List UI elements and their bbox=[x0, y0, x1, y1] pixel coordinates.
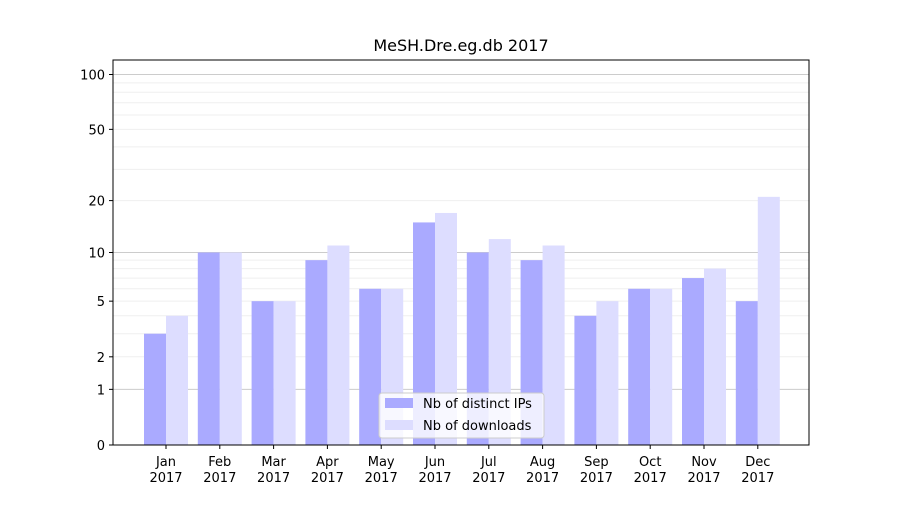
y-tick-label: 0 bbox=[97, 439, 105, 454]
x-tick-label-year: 2017 bbox=[687, 471, 720, 486]
bar-downloads bbox=[542, 245, 565, 445]
x-tick-label-month: Jan bbox=[155, 455, 176, 470]
bar-downloads bbox=[327, 245, 350, 445]
x-tick-label-year: 2017 bbox=[526, 471, 559, 486]
x-tick-label-month: Sep bbox=[584, 455, 609, 470]
x-tick-label-month: Aug bbox=[530, 455, 555, 470]
bar-distinct-ips bbox=[144, 333, 166, 445]
bar-distinct-ips bbox=[574, 315, 597, 445]
y-tick-label: 20 bbox=[88, 195, 105, 210]
bar-distinct-ips bbox=[682, 278, 704, 445]
legend-label-ips: Nb of distinct IPs bbox=[423, 397, 532, 412]
y-tick-label: 10 bbox=[88, 247, 105, 262]
bar-downloads bbox=[704, 268, 726, 445]
x-tick-label-year: 2017 bbox=[257, 471, 290, 486]
x-tick-label-month: Nov bbox=[691, 455, 717, 470]
x-tick-label-year: 2017 bbox=[472, 471, 505, 486]
x-tick-label-year: 2017 bbox=[741, 471, 774, 486]
x-tick-label-month: Mar bbox=[261, 455, 286, 470]
bar-distinct-ips bbox=[305, 260, 328, 445]
bar-downloads bbox=[650, 288, 673, 445]
x-tick-label-month: Jul bbox=[480, 455, 497, 470]
legend: Nb of distinct IPs Nb of downloads bbox=[378, 392, 545, 439]
bar-downloads bbox=[596, 301, 619, 445]
bar-distinct-ips bbox=[251, 301, 274, 445]
y-tick-label: 50 bbox=[88, 123, 105, 138]
x-tick-label-month: May bbox=[368, 455, 395, 470]
bar-downloads bbox=[273, 301, 296, 445]
legend-label-downloads: Nb of downloads bbox=[423, 419, 532, 434]
bar-downloads bbox=[757, 196, 780, 445]
bar-distinct-ips bbox=[628, 288, 651, 445]
y-tick-label: 100 bbox=[80, 69, 105, 84]
x-tick-label-month: Apr bbox=[316, 455, 339, 470]
bar-downloads bbox=[166, 315, 188, 445]
x-tick-label-month: Jun bbox=[424, 455, 445, 470]
x-tick-label-year: 2017 bbox=[311, 471, 344, 486]
x-tick-label-year: 2017 bbox=[365, 471, 398, 486]
bar-downloads bbox=[435, 212, 457, 445]
y-tick-label: 1 bbox=[97, 383, 105, 398]
bar-distinct-ips bbox=[413, 222, 435, 445]
legend-box bbox=[378, 392, 545, 439]
legend-swatch-downloads bbox=[385, 420, 413, 430]
x-tick-label-month: Oct bbox=[639, 455, 661, 470]
legend-swatch-ips bbox=[385, 398, 413, 408]
x-tick-label-year: 2017 bbox=[418, 471, 451, 486]
chart-title: MeSH.Dre.eg.db 2017 bbox=[373, 36, 548, 55]
x-tick-label-year: 2017 bbox=[634, 471, 667, 486]
x-tick-label-month: Dec bbox=[745, 455, 770, 470]
x-tick-label-year: 2017 bbox=[203, 471, 236, 486]
bar-downloads bbox=[219, 252, 242, 445]
bar-distinct-ips bbox=[359, 288, 382, 445]
y-tick-label: 5 bbox=[97, 295, 105, 310]
y-tick-label: 2 bbox=[97, 351, 105, 366]
x-tick-label-month: Feb bbox=[208, 455, 231, 470]
bar-distinct-ips bbox=[197, 252, 220, 445]
bar-distinct-ips bbox=[735, 301, 758, 445]
axis-layer: 0125102050100Jan2017Feb2017Mar2017Apr201… bbox=[80, 69, 774, 486]
x-tick-label-year: 2017 bbox=[580, 471, 613, 486]
x-tick-label-year: 2017 bbox=[149, 471, 182, 486]
